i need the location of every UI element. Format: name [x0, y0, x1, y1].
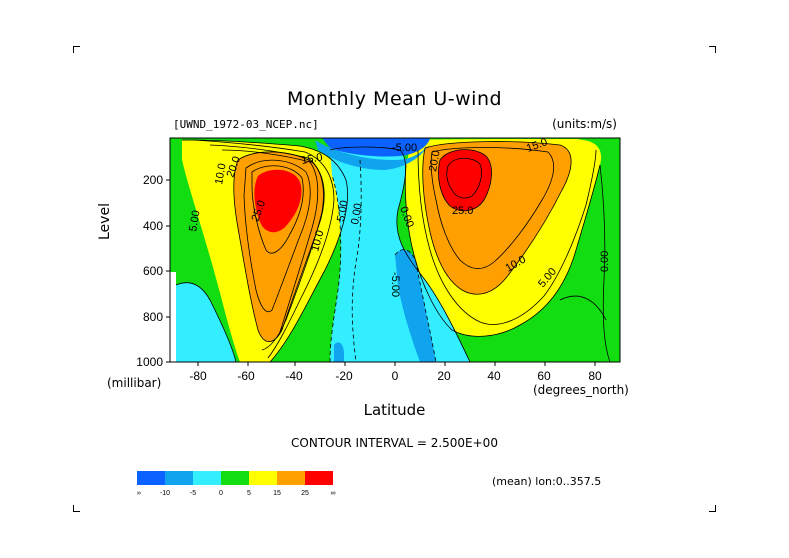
colorbar-label: 25 — [301, 490, 309, 497]
colorbar-label: 5 — [247, 490, 251, 497]
colorbar-label: -∞ — [137, 490, 141, 497]
white-missing-region — [170, 272, 176, 362]
y-tick-labels: 200 400 600 800 1000 — [136, 173, 163, 369]
band-neg5-0-south-surface — [176, 282, 236, 362]
x-tick-label: 20 — [437, 369, 451, 383]
colorbar-label: 0 — [219, 490, 223, 497]
y-tick-label: 400 — [143, 219, 163, 233]
x-axis-unit: (degrees_north) — [533, 383, 629, 397]
crop-mark-top-left — [73, 46, 80, 53]
colorbar-swatch — [221, 471, 249, 485]
colorbar-swatch — [165, 471, 193, 485]
x-tick-label: -20 — [335, 369, 353, 383]
colorbar-swatch — [193, 471, 221, 485]
mean-longitude-label: (mean) lon:0..357.5 — [492, 475, 602, 488]
y-tick-label: 800 — [143, 310, 163, 324]
colorbar-label: -5 — [190, 490, 196, 497]
x-tick-label: -60 — [237, 369, 255, 383]
y-tick-label: 600 — [143, 264, 163, 278]
x-tick-label: 60 — [537, 369, 551, 383]
contour-label: 5.00 — [187, 209, 203, 232]
x-tick-label: 0 — [392, 369, 399, 383]
band-25-plus-south — [254, 169, 302, 233]
contour-fill — [170, 138, 620, 362]
x-axis-ticks — [197, 362, 596, 366]
x-tick-label: -40 — [285, 369, 303, 383]
contour-label: 15.0 — [300, 151, 323, 167]
y-axis-ticks — [166, 179, 170, 363]
contour-label: 5.00 — [335, 199, 351, 222]
colorbar: -∞ -10 -5 0 5 15 25 ∞ — [137, 471, 336, 497]
contour-label: 0.00 — [349, 202, 365, 225]
chart-title: Monthly Mean U-wind — [286, 88, 503, 110]
band-neg10-neg5-south-lower — [334, 342, 344, 362]
band-neg10-neg5-equatorial — [395, 249, 436, 362]
colorbar-label: 15 — [273, 490, 281, 497]
colorbar-swatch — [277, 471, 305, 485]
y-tick-label: 200 — [143, 173, 163, 187]
colorbar-label: -10 — [160, 490, 170, 497]
contour-label: 0.00 — [599, 251, 611, 272]
crop-mark-top-right — [709, 46, 716, 53]
colorbar-swatch — [249, 471, 277, 485]
units-label: (units:m/s) — [552, 117, 617, 131]
stratosphere-easterlies-light — [315, 140, 428, 170]
contour-label: 10.0 — [213, 162, 229, 185]
y-axis-label: Level — [97, 203, 113, 240]
crop-mark-bottom-left — [73, 505, 80, 512]
crop-mark-bottom-right — [709, 505, 716, 512]
x-tick-label: 80 — [588, 369, 602, 383]
contour-label: -5.00 — [392, 142, 417, 154]
contour-lines — [175, 139, 611, 362]
contour-label: -5.00 — [389, 272, 401, 297]
colorbar-swatch — [305, 471, 333, 485]
x-tick-label: -80 — [189, 369, 207, 383]
colorbar-label: ∞ — [331, 490, 336, 497]
contour-label: 20.0 — [427, 149, 443, 172]
colorbar-swatch — [137, 471, 165, 485]
contour-label: 10.0 — [309, 229, 326, 253]
y-axis-unit: (millibar) — [107, 376, 162, 390]
x-tick-label: 40 — [487, 369, 501, 383]
dataset-label: [UWND_1972-03_NCEP.nc] — [173, 118, 319, 131]
x-tick-labels: -80 -60 -40 -20 0 20 40 60 80 — [189, 369, 602, 383]
y-tick-label: 1000 — [136, 355, 163, 369]
contour-interval-label: CONTOUR INTERVAL = 2.500E+00 — [291, 436, 498, 450]
x-axis-label: Latitude — [363, 401, 426, 419]
band-25-plus-north — [438, 149, 492, 211]
contour-labels: 20.0 10.0 5.00 15.0 25.0 5.00 0.00 10.0 … — [187, 136, 611, 297]
contour-label: 25.0 — [452, 205, 473, 217]
